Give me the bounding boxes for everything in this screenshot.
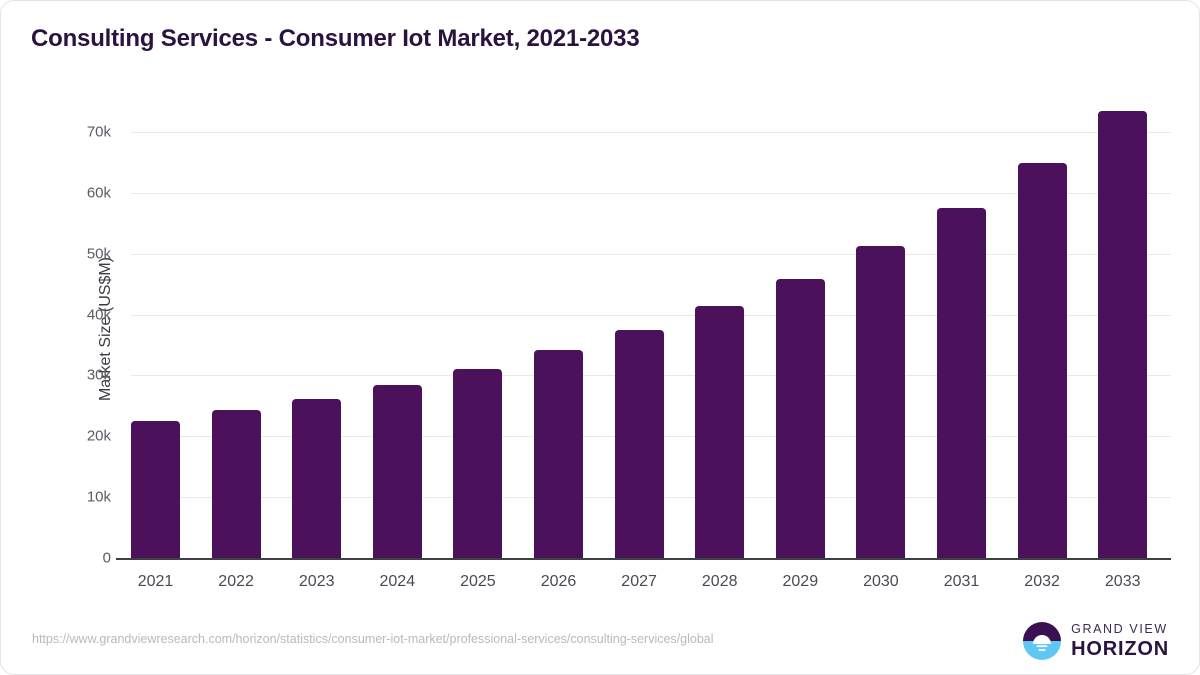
brand-logo: GRAND VIEW HORIZON	[1022, 621, 1169, 661]
x-axis-tick-label: 2026	[540, 573, 577, 590]
x-axis-tick-label: 2031	[943, 573, 980, 590]
y-axis-tick-label: 10k	[86, 488, 111, 506]
y-axis-tick-label: 40k	[86, 306, 111, 324]
logo-line-2: HORIZON	[1071, 638, 1169, 661]
bar[interactable]	[372, 385, 422, 558]
bar[interactable]	[775, 278, 825, 558]
y-axis-tick-label: 50k	[86, 245, 111, 263]
y-axis-tick-label: 0	[102, 549, 111, 567]
x-axis-tick-label: 2027	[621, 573, 657, 590]
bar[interactable]	[131, 421, 180, 558]
gridline	[131, 132, 1171, 133]
bar[interactable]	[534, 350, 583, 558]
bar[interactable]	[1098, 111, 1148, 558]
bar[interactable]	[695, 306, 745, 558]
x-axis-tick-label: 2025	[460, 573, 496, 590]
page-title: Consulting Services - Consumer Iot Marke…	[31, 25, 640, 52]
bar[interactable]	[614, 329, 664, 558]
x-axis-line	[116, 558, 1171, 560]
x-axis-tick-label: 2022	[218, 573, 254, 590]
x-axis-tick-label: 2023	[298, 573, 335, 590]
x-axis-tick-label: 2032	[1024, 573, 1060, 590]
bar[interactable]	[937, 208, 986, 558]
source-url[interactable]: https://www.grandviewresearch.com/horizo…	[32, 632, 714, 646]
x-axis-tick-label: 2033	[1104, 573, 1141, 590]
gridline	[131, 253, 1171, 255]
y-axis-tick-label: 30k	[86, 366, 111, 384]
y-axis-tick-label: 70k	[86, 123, 111, 141]
logo-wordmark: GRAND VIEW HORIZON	[1071, 623, 1169, 660]
bar[interactable]	[856, 245, 906, 558]
x-axis-tick-label: 2021	[137, 573, 174, 590]
y-axis-tick-label: 20k	[86, 427, 111, 445]
bar[interactable]	[211, 410, 261, 558]
x-axis-tick-label: 2030	[863, 573, 899, 590]
gridline	[131, 192, 1171, 194]
y-axis-tick-label: 60k	[86, 184, 111, 202]
logo-line-1: GRAND VIEW	[1071, 621, 1168, 636]
bar[interactable]	[292, 398, 342, 558]
bar[interactable]	[1017, 163, 1067, 558]
horizon-circle-icon	[1023, 622, 1062, 660]
x-axis-tick-label: 2024	[379, 573, 416, 590]
plot-area: Market Size (US$M) 0 10k 20k 30k 40k 50k 60k 70…	[87, 101, 1171, 590]
bar[interactable]	[453, 368, 503, 558]
x-axis-tick-label: 2029	[782, 573, 819, 590]
x-axis-tick-label: 2028	[701, 573, 738, 590]
gridline	[131, 314, 1171, 316]
